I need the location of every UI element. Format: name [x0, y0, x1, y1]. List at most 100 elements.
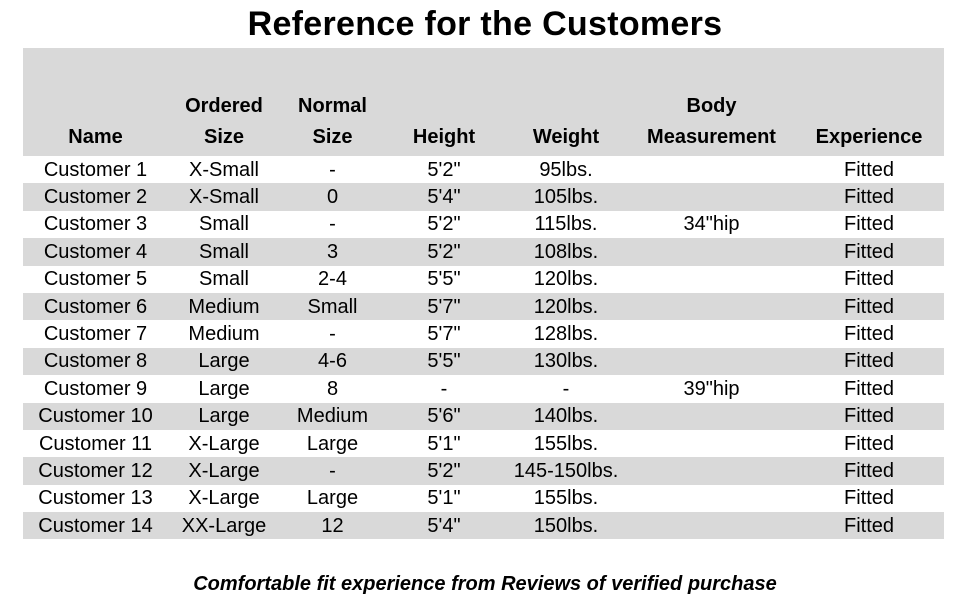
- cell-weight: 128lbs.: [533, 323, 599, 346]
- header-top-weight: [503, 48, 629, 118]
- header-ordered-size: Size: [203, 126, 245, 148]
- cell-name: Customer 2: [43, 186, 148, 209]
- table-row: Customer 14 XX-Large 12 5'4" 150lbs. Fitted: [23, 512, 944, 540]
- cell-experience: Fitted: [843, 213, 895, 236]
- cell-experience: Fitted: [843, 432, 895, 455]
- cell-height: 5'2": [427, 158, 461, 181]
- cell-ordered-size: Large: [198, 350, 250, 373]
- cell-normal-size: 0: [326, 186, 339, 209]
- cell-ordered-size: Small: [198, 240, 249, 263]
- footer-note: Comfortable fit experience from Reviews …: [193, 573, 777, 595]
- cell-weight: 95lbs.: [539, 158, 593, 181]
- cell-ordered-size: Medium: [188, 323, 260, 346]
- cell-ordered-size: Medium: [188, 295, 260, 318]
- cell-experience: Fitted: [843, 514, 895, 537]
- cell-body-measurement: [629, 266, 794, 293]
- cell-name: Customer 9: [43, 377, 148, 400]
- header-top-experience: [794, 48, 944, 118]
- table-row: Customer 10 Large Medium 5'6" 140lbs. Fitted: [23, 402, 944, 430]
- cell-weight: 120lbs.: [533, 295, 599, 318]
- cell-name: Customer 4: [43, 240, 148, 263]
- cell-height: 5'2": [427, 240, 461, 263]
- cell-body-measurement: [629, 293, 794, 320]
- cell-experience: Fitted: [843, 350, 895, 373]
- cell-experience: Fitted: [843, 268, 895, 291]
- header-weight: Weight: [532, 126, 600, 148]
- cell-body-measurement: [629, 457, 794, 484]
- cell-name: Customer 12: [38, 459, 153, 482]
- cell-experience: Fitted: [843, 186, 895, 209]
- cell-body-measurement: [629, 183, 794, 210]
- cell-ordered-size: X-Large: [188, 432, 260, 455]
- cell-ordered-size: Large: [198, 405, 250, 428]
- cell-normal-size: 12: [321, 514, 344, 537]
- cell-height: 5'5": [427, 268, 461, 291]
- cell-body-measurement: [629, 238, 794, 265]
- cell-name: Customer 3: [43, 213, 148, 236]
- header-body-measurement: Measurement: [647, 126, 776, 148]
- cell-experience: Fitted: [843, 295, 895, 318]
- header-top-ordered: Ordered: [185, 95, 263, 117]
- cell-name: Customer 7: [43, 323, 148, 346]
- header-experience: Experience: [815, 126, 923, 148]
- cell-weight: 145-150lbs.: [513, 459, 619, 482]
- cell-experience: Fitted: [843, 323, 895, 346]
- cell-body-measurement: 39"hip: [683, 377, 740, 400]
- table-row: Customer 3 Small - 5'2" 115lbs. 34"hip Fitted: [23, 210, 944, 239]
- cell-ordered-size: X-Small: [188, 186, 259, 209]
- cell-height: 5'6": [427, 405, 461, 428]
- cell-normal-size: Large: [306, 432, 359, 455]
- cell-weight: 115lbs.: [534, 213, 598, 236]
- table-row: Customer 1 X-Small - 5'2" 95lbs. Fitted: [23, 156, 944, 184]
- header-top-height: [385, 48, 503, 118]
- cell-weight: 140lbs.: [533, 405, 599, 428]
- cell-weight: 130lbs.: [533, 350, 599, 373]
- cell-height: 5'1": [427, 432, 461, 455]
- cell-weight: 155lbs.: [533, 487, 599, 510]
- size-reference-table: Ordered Normal Body Name Size Size Heigh…: [23, 48, 944, 540]
- cell-ordered-size: Large: [198, 377, 250, 400]
- cell-name: Customer 5: [43, 268, 148, 291]
- cell-ordered-size: X-Small: [188, 158, 259, 181]
- cell-normal-size: Medium: [296, 405, 369, 428]
- cell-normal-size: Large: [306, 487, 359, 510]
- cell-normal-size: -: [329, 459, 336, 482]
- cell-weight: 155lbs.: [533, 432, 599, 455]
- cell-body-measurement: [629, 403, 794, 430]
- cell-normal-size: -: [329, 158, 336, 181]
- cell-ordered-size: XX-Large: [181, 514, 267, 537]
- cell-normal-size: 4-6: [318, 350, 347, 373]
- header-top-normal: Normal: [298, 95, 367, 117]
- cell-name: Customer 1: [43, 158, 148, 181]
- page-title: Reference for the Customers: [247, 5, 723, 43]
- cell-weight: 150lbs.: [533, 514, 599, 537]
- cell-body-measurement: [629, 485, 794, 512]
- cell-experience: Fitted: [843, 240, 895, 263]
- cell-weight: 120lbs.: [533, 268, 599, 291]
- table-header: Ordered Normal Body Name Size Size Heigh…: [23, 48, 944, 156]
- table-row: Customer 13 X-Large Large 5'1" 155lbs. Fitted: [23, 484, 944, 513]
- table-row: Customer 6 Medium Small 5'7" 120lbs. Fitted: [23, 292, 944, 321]
- cell-weight: -: [562, 377, 570, 400]
- cell-experience: Fitted: [843, 487, 895, 510]
- cell-experience: Fitted: [843, 377, 895, 400]
- header-normal-size: Size: [312, 126, 353, 148]
- table-row: Customer 4 Small 3 5'2" 108lbs. Fitted: [23, 238, 944, 266]
- table-row: Customer 12 X-Large - 5'2" 145-150lbs. Fitted: [23, 457, 944, 485]
- cell-experience: Fitted: [843, 459, 895, 482]
- table-row: Customer 5 Small 2-4 5'5" 120lbs. Fitted: [23, 265, 944, 293]
- cell-height: 5'4": [427, 514, 461, 537]
- cell-body-measurement: [629, 320, 794, 347]
- header-name: Name: [68, 126, 123, 148]
- header-top-body: Body: [686, 95, 737, 117]
- table-row: Customer 8 Large 4-6 5'5" 130lbs. Fitted: [23, 347, 944, 376]
- cell-name: Customer 14: [38, 514, 153, 537]
- cell-name: Customer 8: [43, 350, 148, 373]
- table-body: Customer 1 X-Small -5'2" 95lbs. Fitted Custom…: [23, 156, 944, 540]
- cell-height: 5'7": [427, 323, 461, 346]
- header-height: Height: [412, 126, 476, 148]
- cell-normal-size: 3: [326, 240, 339, 263]
- cell-normal-size: 2-4: [318, 268, 347, 291]
- cell-normal-size: -: [329, 323, 336, 346]
- cell-height: 5'2": [427, 459, 461, 482]
